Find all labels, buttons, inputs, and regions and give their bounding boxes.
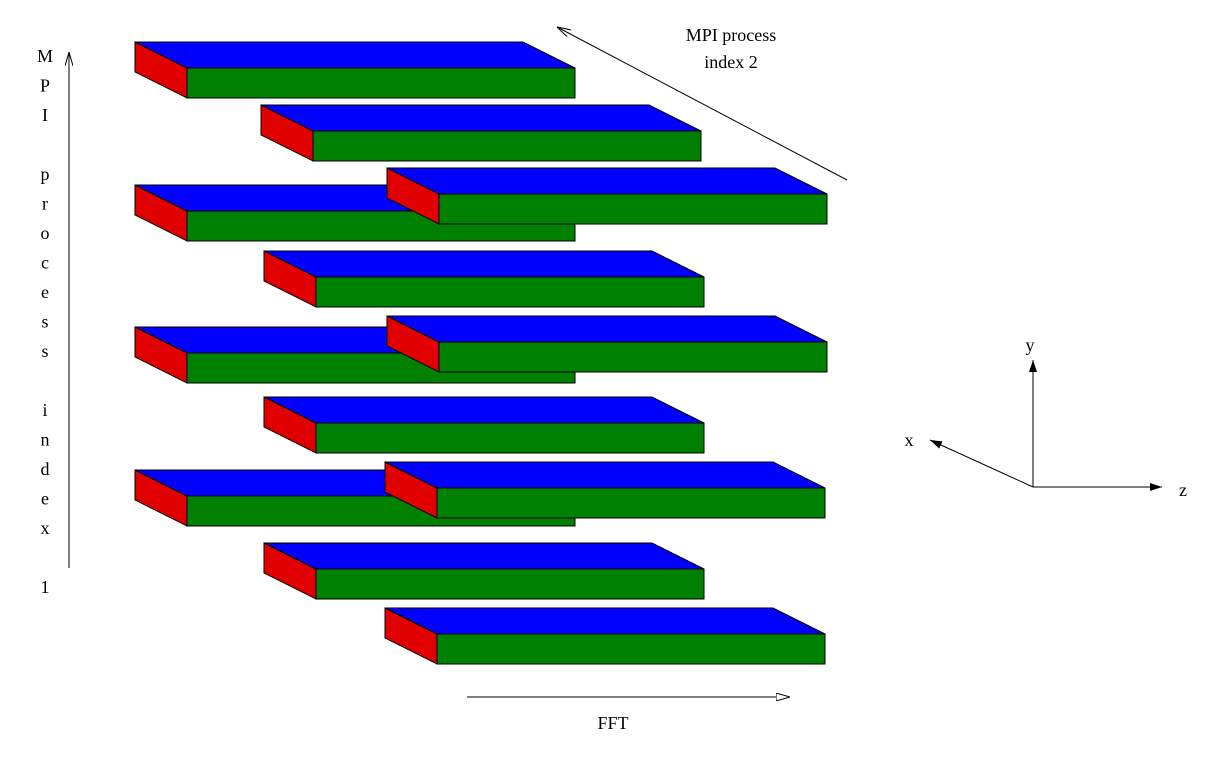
slab (263, 542, 705, 600)
slab (134, 41, 576, 99)
slab (263, 396, 705, 454)
fft-label: FFT (597, 713, 628, 733)
process-2-arrow (557, 27, 848, 181)
axis-label: y (1026, 335, 1035, 355)
process-1-label: MPI process index 1 (35, 46, 55, 607)
axis-label: z (1179, 480, 1187, 500)
slab (384, 607, 826, 665)
slab (386, 315, 828, 373)
process-2-label: index 2 (704, 52, 758, 72)
slab (386, 167, 828, 225)
slab (260, 104, 702, 162)
process-2-label: MPI process (686, 25, 777, 45)
slab (263, 250, 705, 308)
axis-label: x (905, 430, 914, 450)
slab (384, 461, 826, 519)
x-axis (929, 439, 1034, 488)
